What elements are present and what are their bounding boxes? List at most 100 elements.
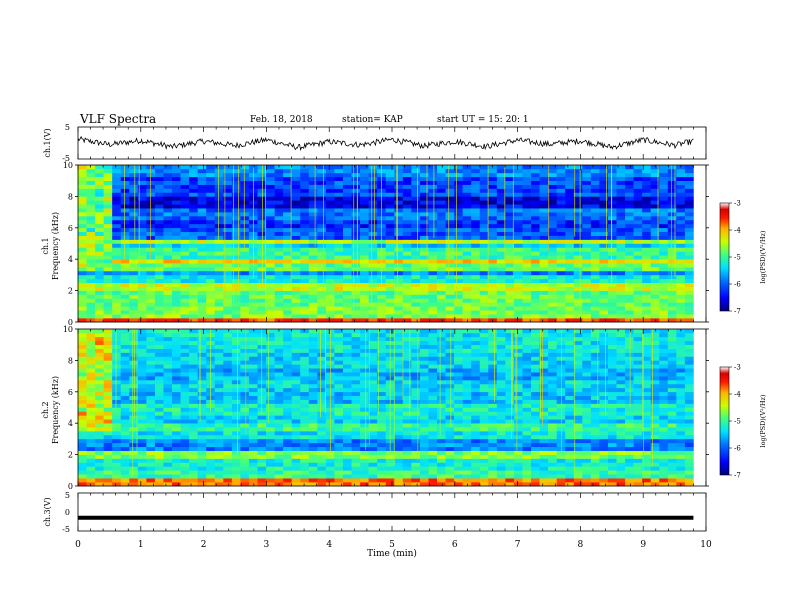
spectrogram-cell bbox=[582, 274, 592, 280]
spectrogram-cell bbox=[402, 180, 412, 185]
spectrogram-cell bbox=[616, 200, 626, 205]
spectrogram-cell bbox=[197, 251, 207, 256]
spectrogram-cell bbox=[360, 227, 369, 233]
spectrogram-cell bbox=[300, 442, 310, 448]
spectrogram-cell bbox=[231, 450, 241, 455]
spectrogram-cell bbox=[684, 259, 694, 264]
spectrogram-cell bbox=[129, 212, 139, 217]
spectrogram-cell bbox=[86, 419, 96, 424]
spectrogram-cell bbox=[334, 348, 344, 353]
spectrogram-cell bbox=[394, 200, 404, 205]
spectrogram-cell bbox=[163, 314, 173, 319]
spectrogram-cell bbox=[223, 415, 233, 420]
spectrogram-cell bbox=[471, 282, 481, 287]
spectrogram-cell bbox=[240, 204, 250, 209]
spectrogram-cell bbox=[317, 438, 327, 444]
spectrogram-cell bbox=[129, 360, 139, 365]
spectrogram-cell bbox=[505, 270, 515, 276]
spectrogram-cell bbox=[419, 314, 429, 319]
spectrogram-cell bbox=[351, 329, 361, 334]
spectrogram-cell bbox=[385, 231, 395, 236]
spectrogram-cell bbox=[402, 372, 412, 377]
spectrogram-cell bbox=[214, 192, 224, 197]
spectrogram-cell bbox=[257, 482, 267, 487]
spectrogram-cell bbox=[531, 314, 540, 319]
spectrogram-cell bbox=[163, 474, 173, 479]
spectrogram-cell bbox=[214, 294, 224, 299]
spectrogram-cell bbox=[351, 180, 361, 185]
spectrogram-cell bbox=[659, 298, 669, 303]
spectrogram-cell bbox=[625, 196, 634, 201]
spectrogram-cell bbox=[308, 216, 318, 221]
spectrogram-cell bbox=[471, 192, 481, 197]
spectrogram-cell bbox=[402, 302, 412, 307]
spectrogram-cell bbox=[163, 399, 173, 404]
spectrogram-cell bbox=[454, 431, 463, 436]
spectrogram-cell bbox=[342, 340, 352, 345]
spectrogram-cell bbox=[120, 223, 130, 229]
spectrogram-cell bbox=[248, 294, 258, 299]
spectrogram-cell bbox=[496, 270, 506, 276]
spectrogram-cell bbox=[180, 466, 190, 471]
spectrogram-cell bbox=[172, 466, 181, 471]
spectrogram-cell bbox=[505, 219, 515, 225]
spectrogram-cell bbox=[172, 192, 181, 197]
spectrogram-cell bbox=[266, 180, 275, 185]
spectrogram-cell bbox=[334, 356, 344, 361]
spectrogram-cell bbox=[95, 450, 104, 455]
spectrogram-cell bbox=[428, 415, 438, 420]
spectrogram-cell bbox=[616, 282, 626, 287]
spectrogram-cell bbox=[248, 344, 258, 349]
spectrogram-cell bbox=[659, 168, 669, 174]
spectrogram-cell bbox=[471, 208, 481, 213]
spectrogram-cell bbox=[274, 294, 284, 299]
spectrogram-cell bbox=[300, 383, 310, 389]
spectrogram-cell bbox=[274, 306, 284, 311]
spectrogram-cell bbox=[137, 368, 147, 373]
spectrogram-cell bbox=[667, 270, 677, 276]
spectrogram-cell bbox=[248, 332, 258, 338]
spectrogram-cell bbox=[479, 212, 489, 217]
spectrogram-cell bbox=[129, 329, 139, 334]
spectrogram-cell bbox=[240, 360, 250, 365]
spectrogram-cell bbox=[411, 302, 421, 307]
spectrogram-cell bbox=[428, 360, 438, 365]
spectrogram-cell bbox=[573, 278, 583, 284]
spectrogram-cell bbox=[317, 286, 327, 291]
spectrogram-cell bbox=[78, 340, 87, 345]
spectrogram-cell bbox=[454, 454, 463, 459]
spectrogram-cell bbox=[189, 356, 198, 361]
spectrogram-cell bbox=[78, 239, 87, 244]
spectrogram-cell bbox=[214, 387, 224, 393]
spectrogram-cell bbox=[454, 352, 463, 357]
spectrogram-cell bbox=[342, 348, 352, 353]
spectrogram-cell bbox=[505, 314, 515, 319]
spectrogram-cell bbox=[103, 235, 113, 240]
spectrogram-cell bbox=[137, 247, 147, 252]
spectrogram-cell bbox=[231, 336, 241, 342]
spectrogram-cell bbox=[437, 470, 446, 475]
spectrogram-cell bbox=[325, 231, 335, 236]
spectrogram-cell bbox=[112, 267, 122, 272]
spectrogram-cell bbox=[437, 223, 446, 229]
spectrogram-cell bbox=[471, 329, 481, 334]
spectrogram-cell bbox=[248, 395, 258, 400]
spectrogram-cell bbox=[154, 450, 164, 455]
spectrogram-cell bbox=[505, 399, 515, 404]
spectrogram-cell bbox=[471, 376, 481, 381]
spectrogram-cell bbox=[86, 216, 96, 221]
spectrogram-cell bbox=[112, 306, 122, 311]
spectrogram-cell bbox=[137, 442, 147, 448]
spectrogram-cell bbox=[539, 172, 549, 178]
spectrogram-cell bbox=[231, 267, 241, 272]
spectrogram-cell bbox=[189, 340, 198, 345]
spectrogram-cell bbox=[163, 458, 173, 463]
spectrogram-cell bbox=[103, 336, 113, 342]
spectrogram-cell bbox=[488, 415, 498, 420]
spectrogram-cell bbox=[180, 434, 190, 440]
spectrogram-cell bbox=[223, 184, 233, 189]
spectrogram-cell bbox=[402, 314, 412, 319]
spectrogram-cell bbox=[496, 314, 506, 319]
ch1-waveform-panel: 5 -5 ch.1(V) bbox=[43, 123, 707, 163]
spectrogram-cell bbox=[437, 298, 446, 303]
